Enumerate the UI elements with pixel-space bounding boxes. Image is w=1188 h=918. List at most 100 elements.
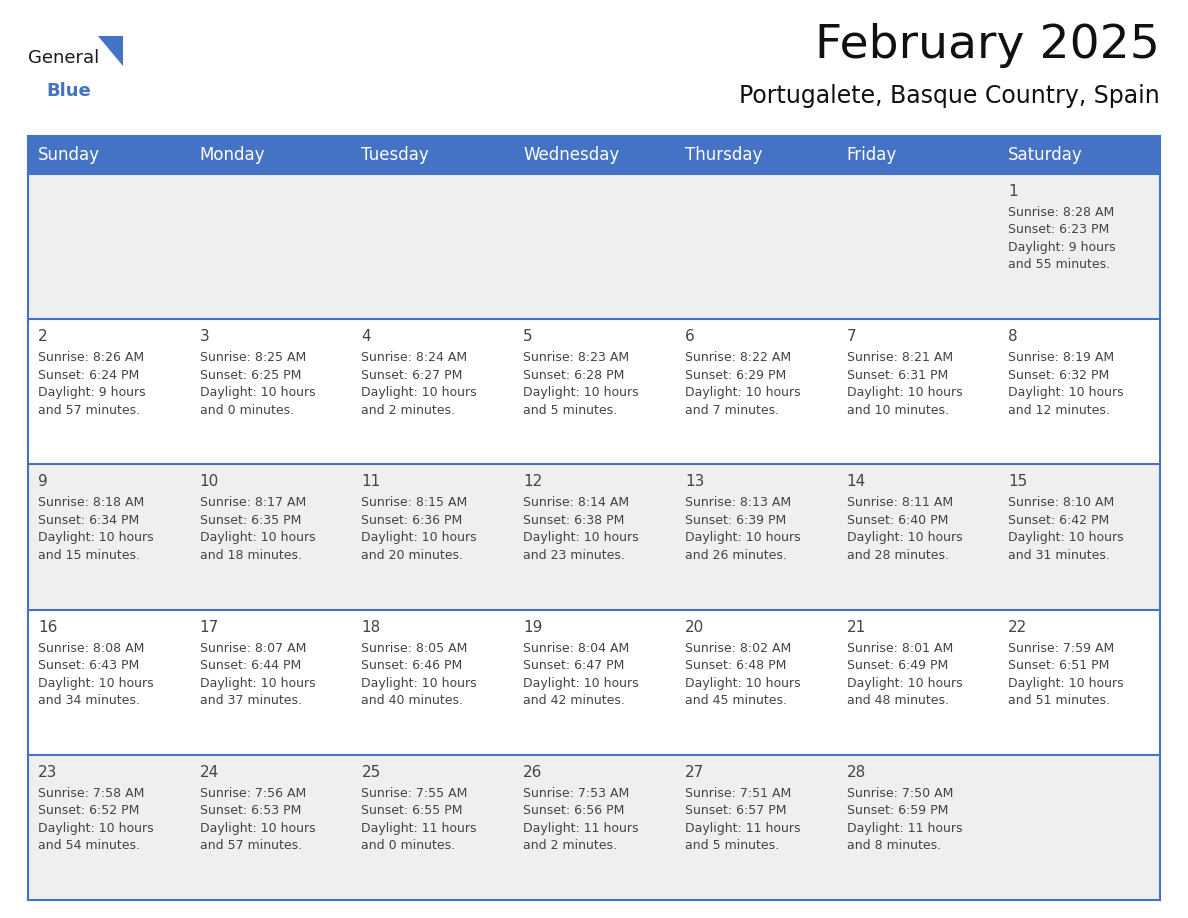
Text: 23: 23 xyxy=(38,765,57,779)
Text: Sunrise: 8:15 AM: Sunrise: 8:15 AM xyxy=(361,497,468,509)
Text: Sunset: 6:32 PM: Sunset: 6:32 PM xyxy=(1009,369,1110,382)
Text: 4: 4 xyxy=(361,330,371,344)
Bar xyxy=(998,319,1159,465)
Text: 10: 10 xyxy=(200,475,219,489)
Text: Sunrise: 8:02 AM: Sunrise: 8:02 AM xyxy=(684,642,791,655)
Text: Sunrise: 8:10 AM: Sunrise: 8:10 AM xyxy=(1009,497,1114,509)
Text: Daylight: 10 hours: Daylight: 10 hours xyxy=(684,532,801,544)
Text: Sunset: 6:46 PM: Sunset: 6:46 PM xyxy=(361,659,462,672)
Text: Daylight: 10 hours: Daylight: 10 hours xyxy=(684,386,801,399)
Polygon shape xyxy=(97,36,124,66)
Text: Daylight: 10 hours: Daylight: 10 hours xyxy=(361,532,478,544)
Text: and 5 minutes.: and 5 minutes. xyxy=(684,839,779,852)
Text: Sunrise: 8:04 AM: Sunrise: 8:04 AM xyxy=(523,642,630,655)
Text: Sunset: 6:52 PM: Sunset: 6:52 PM xyxy=(38,804,139,817)
Bar xyxy=(352,319,513,465)
Bar xyxy=(190,136,352,174)
Text: Sunset: 6:49 PM: Sunset: 6:49 PM xyxy=(847,659,948,672)
Text: Sunset: 6:48 PM: Sunset: 6:48 PM xyxy=(684,659,786,672)
Text: Daylight: 10 hours: Daylight: 10 hours xyxy=(1009,677,1124,689)
Text: Daylight: 10 hours: Daylight: 10 hours xyxy=(361,677,478,689)
Text: 28: 28 xyxy=(847,765,866,779)
Text: 12: 12 xyxy=(523,475,543,489)
Text: Sunrise: 8:28 AM: Sunrise: 8:28 AM xyxy=(1009,206,1114,219)
Bar xyxy=(998,610,1159,755)
Text: Tuesday: Tuesday xyxy=(361,146,429,164)
Text: February 2025: February 2025 xyxy=(815,23,1159,68)
Text: Sunset: 6:39 PM: Sunset: 6:39 PM xyxy=(684,514,786,527)
Text: and 0 minutes.: and 0 minutes. xyxy=(200,404,293,417)
Bar xyxy=(675,319,836,465)
Text: Daylight: 10 hours: Daylight: 10 hours xyxy=(38,677,153,689)
Text: Sunrise: 8:19 AM: Sunrise: 8:19 AM xyxy=(1009,352,1114,364)
Text: Sunrise: 8:26 AM: Sunrise: 8:26 AM xyxy=(38,352,144,364)
Text: Sunrise: 7:51 AM: Sunrise: 7:51 AM xyxy=(684,787,791,800)
Text: Sunrise: 7:59 AM: Sunrise: 7:59 AM xyxy=(1009,642,1114,655)
Text: 21: 21 xyxy=(847,620,866,634)
Bar xyxy=(29,319,190,465)
Text: Daylight: 10 hours: Daylight: 10 hours xyxy=(200,822,315,834)
Bar xyxy=(29,610,190,755)
Text: Sunset: 6:29 PM: Sunset: 6:29 PM xyxy=(684,369,786,382)
Bar xyxy=(190,319,352,465)
Text: and 15 minutes.: and 15 minutes. xyxy=(38,549,140,562)
Text: 11: 11 xyxy=(361,475,380,489)
Text: and 7 minutes.: and 7 minutes. xyxy=(684,404,779,417)
Text: Thursday: Thursday xyxy=(684,146,763,164)
Text: and 26 minutes.: and 26 minutes. xyxy=(684,549,786,562)
Text: Sunset: 6:59 PM: Sunset: 6:59 PM xyxy=(847,804,948,817)
Bar xyxy=(836,174,998,319)
Text: and 55 minutes.: and 55 minutes. xyxy=(1009,259,1111,272)
Bar xyxy=(836,136,998,174)
Bar xyxy=(675,755,836,900)
Text: Sunset: 6:36 PM: Sunset: 6:36 PM xyxy=(361,514,462,527)
Text: Sunset: 6:47 PM: Sunset: 6:47 PM xyxy=(523,659,625,672)
Bar xyxy=(352,465,513,610)
Text: and 31 minutes.: and 31 minutes. xyxy=(1009,549,1110,562)
Text: and 48 minutes.: and 48 minutes. xyxy=(847,694,948,707)
Text: Daylight: 10 hours: Daylight: 10 hours xyxy=(847,677,962,689)
Bar xyxy=(352,755,513,900)
Text: Daylight: 10 hours: Daylight: 10 hours xyxy=(847,386,962,399)
Text: Sunrise: 7:50 AM: Sunrise: 7:50 AM xyxy=(847,787,953,800)
Text: Sunset: 6:51 PM: Sunset: 6:51 PM xyxy=(1009,659,1110,672)
Bar xyxy=(675,136,836,174)
Text: Sunset: 6:27 PM: Sunset: 6:27 PM xyxy=(361,369,463,382)
Text: Sunrise: 8:24 AM: Sunrise: 8:24 AM xyxy=(361,352,468,364)
Text: 13: 13 xyxy=(684,475,704,489)
Text: and 54 minutes.: and 54 minutes. xyxy=(38,839,140,852)
Text: and 12 minutes.: and 12 minutes. xyxy=(1009,404,1110,417)
Bar xyxy=(998,755,1159,900)
Bar xyxy=(675,610,836,755)
Text: 14: 14 xyxy=(847,475,866,489)
Text: Sunset: 6:31 PM: Sunset: 6:31 PM xyxy=(847,369,948,382)
Text: Sunday: Sunday xyxy=(38,146,100,164)
Bar xyxy=(998,174,1159,319)
Bar xyxy=(836,755,998,900)
Text: Sunset: 6:23 PM: Sunset: 6:23 PM xyxy=(1009,223,1110,237)
Text: Sunset: 6:24 PM: Sunset: 6:24 PM xyxy=(38,369,139,382)
Bar xyxy=(675,465,836,610)
Text: Sunset: 6:34 PM: Sunset: 6:34 PM xyxy=(38,514,139,527)
Text: Sunrise: 8:07 AM: Sunrise: 8:07 AM xyxy=(200,642,307,655)
Bar xyxy=(675,174,836,319)
Text: and 2 minutes.: and 2 minutes. xyxy=(523,839,617,852)
Text: Sunrise: 7:56 AM: Sunrise: 7:56 AM xyxy=(200,787,307,800)
Text: Sunrise: 8:17 AM: Sunrise: 8:17 AM xyxy=(200,497,307,509)
Bar xyxy=(29,136,190,174)
Text: Daylight: 9 hours: Daylight: 9 hours xyxy=(1009,241,1116,254)
Text: 5: 5 xyxy=(523,330,532,344)
Text: Sunrise: 8:23 AM: Sunrise: 8:23 AM xyxy=(523,352,630,364)
Text: Daylight: 10 hours: Daylight: 10 hours xyxy=(200,532,315,544)
Text: and 0 minutes.: and 0 minutes. xyxy=(361,839,455,852)
Text: Sunrise: 8:14 AM: Sunrise: 8:14 AM xyxy=(523,497,630,509)
Text: Sunset: 6:28 PM: Sunset: 6:28 PM xyxy=(523,369,625,382)
Text: and 40 minutes.: and 40 minutes. xyxy=(361,694,463,707)
Text: Daylight: 11 hours: Daylight: 11 hours xyxy=(523,822,639,834)
Bar xyxy=(190,755,352,900)
Text: 27: 27 xyxy=(684,765,704,779)
Text: Portugalete, Basque Country, Spain: Portugalete, Basque Country, Spain xyxy=(739,84,1159,108)
Text: 8: 8 xyxy=(1009,330,1018,344)
Text: Daylight: 11 hours: Daylight: 11 hours xyxy=(847,822,962,834)
Text: General: General xyxy=(29,49,100,67)
